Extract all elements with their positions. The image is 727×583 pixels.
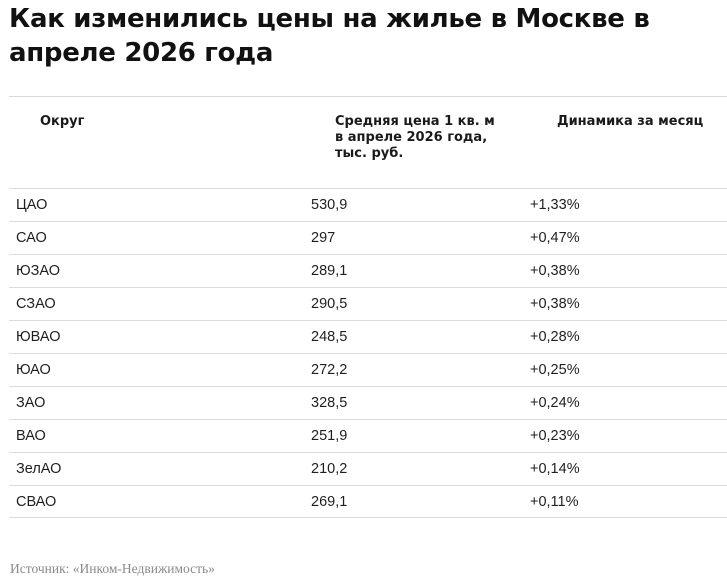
change-cell: +0,23% <box>530 428 580 444</box>
column-header-price: Средняя цена 1 кв. м в апреле 2026 года,… <box>335 114 495 161</box>
district-cell: ЮАО <box>16 362 51 378</box>
change-cell: +0,24% <box>530 395 580 411</box>
table-row: ЗелАО 210,2 +0,14% <box>9 452 727 485</box>
page-title: Как изменились цены на жилье в Москве в … <box>9 4 650 68</box>
change-cell: +1,33% <box>530 197 580 213</box>
price-cell: 210,2 <box>311 461 348 477</box>
price-cell: 289,1 <box>311 263 348 279</box>
change-cell: +0,38% <box>530 296 580 312</box>
district-cell: ВАО <box>16 428 46 444</box>
price-table: ЦАО 530,9 +1,33% САО 297 +0,47% ЮЗАО 289… <box>9 188 727 518</box>
column-header-district: Округ <box>40 114 85 129</box>
change-cell: +0,28% <box>530 329 580 345</box>
district-cell: ЮВАО <box>16 329 61 345</box>
price-cell: 530,9 <box>311 197 348 213</box>
district-cell: ЗелАО <box>16 461 62 477</box>
change-cell: +0,38% <box>530 263 580 279</box>
table-row: ЦАО 530,9 +1,33% <box>9 188 727 221</box>
change-cell: +0,11% <box>530 494 579 510</box>
column-header-change: Динамика за месяц <box>557 114 704 129</box>
price-cell: 297 <box>311 230 336 246</box>
header-divider <box>9 96 727 97</box>
table-row: САО 297 +0,47% <box>9 221 727 254</box>
district-cell: ЮЗАО <box>16 263 61 279</box>
source-note: Источник: «Инком-Недвижимость» <box>10 561 215 576</box>
price-cell: 328,5 <box>311 395 348 411</box>
district-cell: СЗАО <box>16 296 56 312</box>
price-cell: 272,2 <box>311 362 348 378</box>
table-row: ЮАО 272,2 +0,25% <box>9 353 727 386</box>
table-row: ЗАО 328,5 +0,24% <box>9 386 727 419</box>
price-cell: 269,1 <box>311 494 348 510</box>
district-cell: ЦАО <box>16 197 48 213</box>
price-cell: 290,5 <box>311 296 348 312</box>
district-cell: САО <box>16 230 47 246</box>
district-cell: СВАО <box>16 494 57 510</box>
table-row: ЮВАО 248,5 +0,28% <box>9 320 727 353</box>
change-cell: +0,25% <box>530 362 580 378</box>
table-row: ВАО 251,9 +0,23% <box>9 419 727 452</box>
price-cell: 251,9 <box>311 428 348 444</box>
change-cell: +0,47% <box>530 230 580 246</box>
district-cell: ЗАО <box>16 395 46 411</box>
change-cell: +0,14% <box>530 461 580 477</box>
table-row: СЗАО 290,5 +0,38% <box>9 287 727 320</box>
price-cell: 248,5 <box>311 329 348 345</box>
table-row: СВАО 269,1 +0,11% <box>9 485 727 518</box>
table-row: ЮЗАО 289,1 +0,38% <box>9 254 727 287</box>
